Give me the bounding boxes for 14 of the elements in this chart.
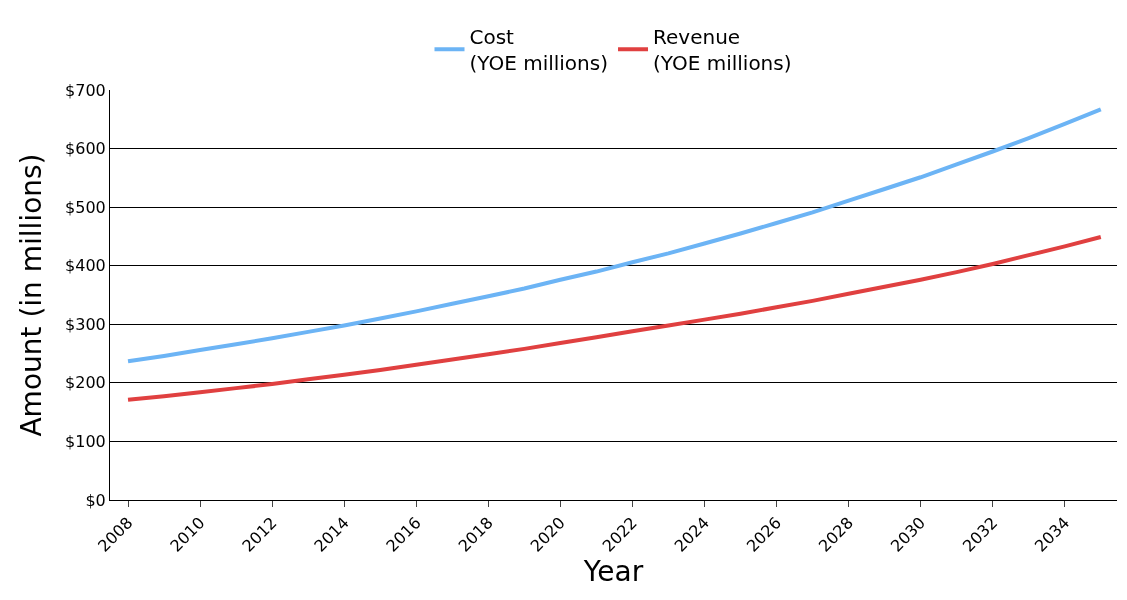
y-tick-label: $600	[65, 139, 106, 159]
legend-label: Cost (YOE millions)	[469, 25, 609, 76]
line-series	[126, 235, 1103, 402]
legend-label: Revenue (YOE millions)	[653, 25, 792, 76]
x-axis-title: Year	[582, 555, 644, 589]
line-series	[126, 107, 1103, 364]
y-tick-label: $400	[65, 256, 106, 276]
y-axis-title: Amount (in millions)	[14, 153, 48, 437]
y-tick-label: $500	[65, 197, 106, 217]
y-tick-label: $700	[65, 80, 106, 100]
y-tick-label: $100	[65, 432, 106, 452]
y-tick-label: $300	[65, 314, 106, 334]
y-tick-label: $200	[65, 373, 106, 393]
y-tick-label: $0	[85, 490, 106, 510]
